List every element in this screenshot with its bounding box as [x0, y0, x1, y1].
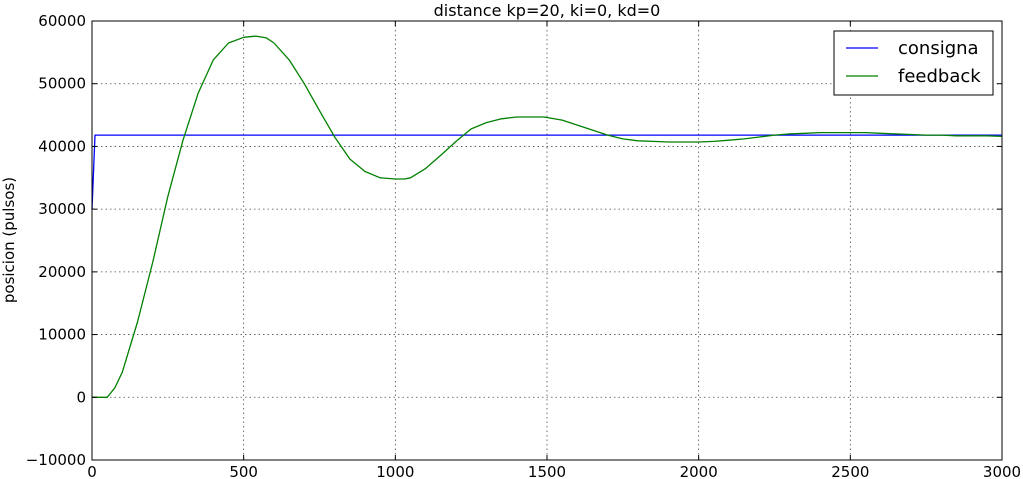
x-tick-label: 2000 — [680, 463, 718, 479]
x-tick-label: 1000 — [376, 463, 414, 479]
y-tick-label: 20000 — [38, 263, 86, 281]
legend-label: feedback — [898, 66, 981, 87]
legend-label: consigna — [898, 38, 979, 59]
x-tick-label: 3000 — [983, 463, 1021, 479]
y-tick-label: 50000 — [38, 75, 86, 93]
grid — [92, 21, 1002, 460]
chart-title: distance kp=20, ki=0, kd=0 — [434, 1, 661, 20]
y-axis-label: posicion (pulsos) — [0, 177, 18, 303]
series-line-consigna — [91, 134, 1002, 210]
series-line-feedback — [92, 35, 1003, 398]
x-tick-label: 1500 — [528, 463, 566, 479]
series-lines — [91, 35, 1003, 398]
legend-box — [833, 30, 994, 96]
y-tick-label: −10000 — [26, 451, 86, 469]
x-tick-label: 0 — [87, 463, 97, 479]
y-tick-label: 60000 — [38, 12, 86, 30]
axis-ticks: 0 500 1000 1500 2000 2500 3000−100000100002000… — [26, 12, 1021, 479]
y-tick-label: 30000 — [38, 200, 86, 218]
x-tick-label: 2500 — [831, 463, 869, 479]
legend: consigna feedback — [833, 30, 994, 96]
y-tick-label: 0 — [76, 388, 86, 406]
x-tick-label: 500 — [229, 463, 258, 479]
y-tick-label: 40000 — [38, 137, 86, 155]
y-tick-label: 10000 — [38, 326, 86, 344]
